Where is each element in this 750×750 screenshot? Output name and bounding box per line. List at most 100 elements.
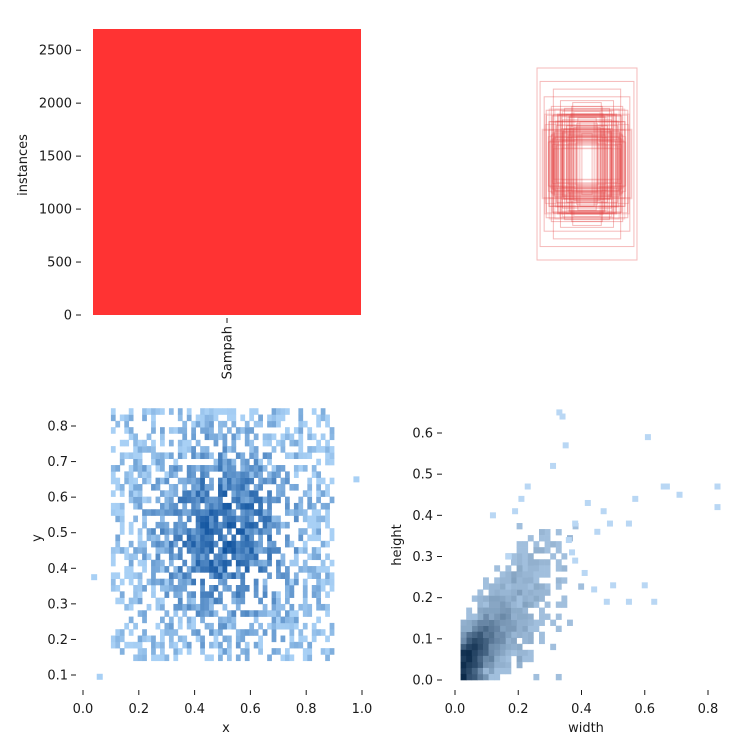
wh-y-tick-label: 0.0 [412,674,433,689]
xy-hist-cell [173,540,179,548]
xy-hist-cell [298,534,304,542]
wh-hist-cell [516,625,523,632]
xy-hist-cell [200,446,205,453]
xy-hist-cell [302,515,308,523]
wh-hist-cell [533,619,540,626]
wh-hist-cell [516,565,523,572]
xy-hist-cell [173,591,179,598]
bounding-box-outline [569,127,605,201]
xy-hist-cell [320,433,326,441]
xy-hist-cell [231,509,237,516]
xy-hist-cell [240,648,246,655]
xy-hist-cell [316,547,322,554]
wh-hist-cell [466,655,473,663]
xy-hist-cell [311,629,317,636]
xy-hist-cell [302,452,308,460]
wh-hist-cell [533,673,540,681]
xy-hist-cell [186,566,192,573]
xy-hist-cell [302,585,308,592]
xy-hist-cell [209,427,214,434]
xy-hist-cell [222,458,228,466]
xy-hist-cell [151,446,156,453]
xy-hist-cell [155,509,161,516]
xy-hist-cell [173,534,179,542]
wh-hist-cell [460,673,467,681]
wh-hist-cell [544,601,551,608]
xy-hist-cell [110,578,116,586]
xy-hist-cell [325,458,330,466]
xy-hist-cell [240,629,246,636]
xy-hist-cell [222,603,228,611]
wh-hist-cell [527,559,534,566]
xy-hist-cell [142,635,147,643]
xy-hist-cell [244,654,250,662]
xy-hist-cell [195,559,201,567]
xy-hist-cell [280,414,286,422]
xy-hist-cell [115,465,121,472]
xy-hist-cell [226,528,232,535]
xy-hist-cell [200,597,205,605]
xy-hist-cell [271,547,277,554]
bounding-box-outline [554,108,620,220]
xy-hist-cell [119,490,125,497]
xy-hist-cell [218,458,223,466]
xy-hist-cell [249,515,255,523]
wh-hist-cell [488,667,495,675]
xy-hist-cell [182,446,188,453]
xy-hist-cell [244,540,250,548]
xy-hist-cell [209,433,214,441]
wh-hist-cell [471,661,478,669]
xy-hist-cell [204,622,210,630]
xy-hist-cell [133,433,138,441]
xy-hist-cell [267,610,272,617]
bounding-box-outline [551,144,623,184]
xy-hist-cell [226,635,232,643]
xy-hist-cell [124,603,130,611]
wh-hist-cell [488,607,495,614]
xy-hist-cell [124,452,130,460]
xy-hist-cell [151,427,156,434]
wh-hist-cell [569,549,576,556]
bounding-box-outline [559,100,615,228]
xy-hist-cell [119,547,125,554]
bounding-box-outline [576,122,598,206]
xy-hist-cell [186,616,192,624]
xy-hist-cell [182,585,188,592]
bounding-box-outline [555,125,619,203]
xy-hist-cell [204,420,210,428]
xy-hist-cell [235,641,241,649]
xy-hist-cell [168,641,174,649]
xy-hist-cell [177,648,183,655]
xy-hist-cell [226,446,232,453]
xy-hist-cell [258,648,263,655]
wh-hist-cell [516,661,523,669]
xy-hist-cell [133,465,138,472]
wh-hist-cell [494,625,501,632]
wh-hist-cell [539,535,545,542]
wh-hist-cell [483,595,489,602]
xy-hist-cell [222,420,228,428]
wh-hist-cell [460,643,467,651]
xy-hist-cell [276,496,281,504]
wh-hist-cell [494,631,501,639]
xy-hist-cell [213,553,219,561]
xy-hist-cell [226,585,232,592]
xy-hist-cell [289,622,295,630]
bounding-box-outline [561,147,613,181]
wh-hist-cell [471,643,478,651]
xy-hist-cell [128,566,134,573]
xy-hist-cell [298,433,304,441]
xy-hist-cell [262,439,268,447]
xy-hist-cell [177,477,183,485]
bounding-box-outline [569,115,605,213]
xy-hist-cell [231,534,237,542]
xy-hist-cell [160,515,165,523]
wh-hist-cell [522,655,529,663]
xy-hist-cell [276,566,281,573]
xy-hist-cell [168,622,174,630]
xy-hist-cell [168,585,174,592]
xy-hist-cell [311,635,317,643]
xy-hist-cell [249,477,255,485]
xy-hist-cell [128,427,134,434]
